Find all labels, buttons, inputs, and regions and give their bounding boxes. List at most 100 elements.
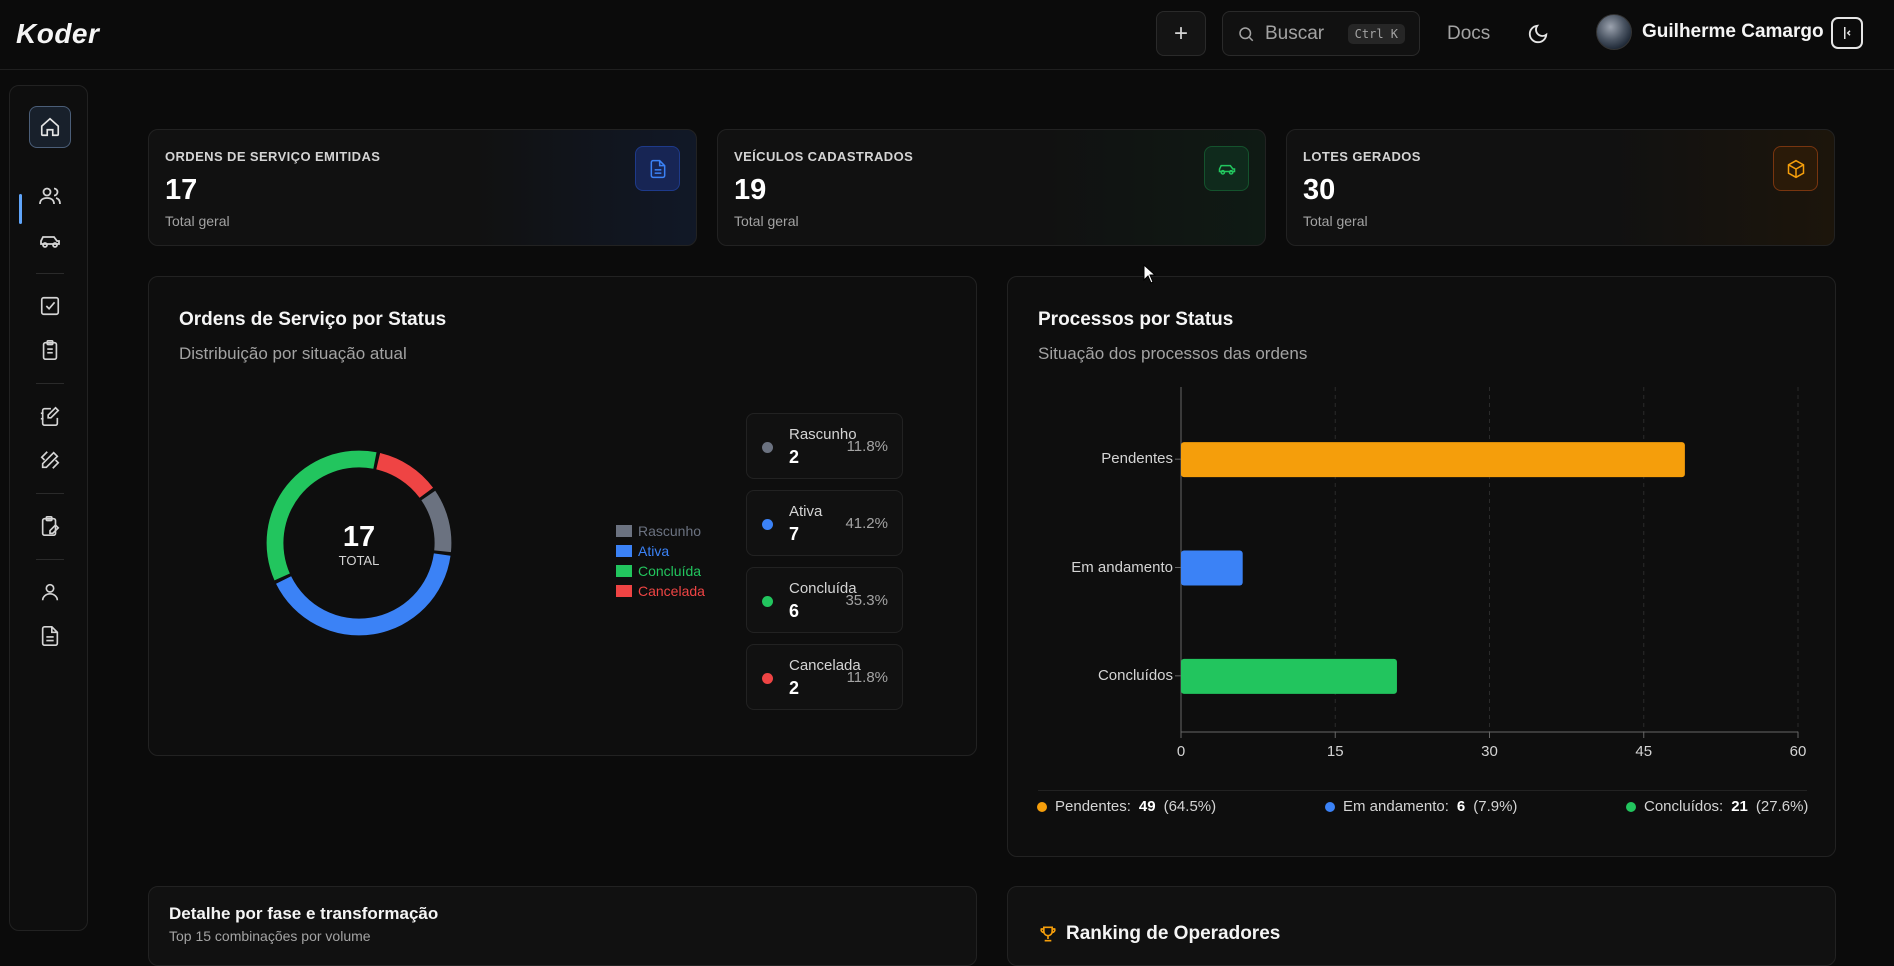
pencil-ruler-icon bbox=[40, 451, 60, 469]
donut-total-value: 17 bbox=[342, 521, 376, 553]
new-item-button[interactable]: + bbox=[1156, 11, 1206, 56]
donut-slice-rascunho[interactable] bbox=[421, 490, 452, 553]
x-tick-label: 0 bbox=[1176, 743, 1186, 760]
search-button[interactable]: Buscar Ctrl K bbox=[1222, 11, 1420, 56]
stat-value: 17 bbox=[165, 174, 198, 206]
legend-value: 21 bbox=[1731, 798, 1748, 815]
stat-card-batches: LOTES GERADOS 30 Total geral bbox=[1286, 129, 1835, 246]
sidebar-item-vehicles[interactable] bbox=[29, 220, 71, 262]
y-tick-label: Em andamento bbox=[1071, 558, 1173, 576]
stat-card-service-orders: ORDENS DE SERVIÇO EMITIDAS 17 Total gera… bbox=[148, 129, 697, 246]
legend-percent: (64.5%) bbox=[1163, 798, 1217, 815]
sidebar-item-tools[interactable] bbox=[29, 439, 71, 481]
status-count: 2 bbox=[789, 447, 800, 467]
user-menu[interactable]: Guilherme Camargo bbox=[1596, 14, 1824, 50]
status-name: Concluída bbox=[789, 580, 857, 597]
stat-value: 30 bbox=[1303, 174, 1336, 206]
status-name: Ativa bbox=[789, 503, 823, 520]
bar-concluídos[interactable] bbox=[1181, 658, 1397, 694]
nav-divider bbox=[36, 273, 64, 274]
home-icon bbox=[40, 117, 60, 137]
legend-percent: (7.9%) bbox=[1473, 798, 1518, 815]
legend-dot bbox=[1037, 801, 1047, 812]
sidebar-item-clients[interactable] bbox=[29, 175, 71, 217]
bar-chart bbox=[1175, 387, 1799, 738]
status-count: 7 bbox=[789, 524, 800, 544]
clipboard-edit-icon bbox=[41, 516, 60, 536]
legend-swatch bbox=[616, 545, 632, 557]
legend-value: 6 bbox=[1456, 798, 1466, 815]
donut-slice-cancelada[interactable] bbox=[376, 453, 434, 498]
legend-swatch bbox=[616, 525, 632, 537]
user-name: Guilherme Camargo bbox=[1642, 21, 1824, 42]
user-icon bbox=[41, 583, 59, 601]
panel-left-icon bbox=[1844, 27, 1851, 39]
stat-subtitle: Total geral bbox=[734, 213, 799, 229]
legend-item-cancelada: Cancelada bbox=[616, 583, 705, 599]
status-dot bbox=[762, 442, 773, 453]
legend-label: Concluída bbox=[638, 563, 702, 579]
legend-label: Pendentes: bbox=[1055, 798, 1131, 815]
legend-item-ativa: Ativa bbox=[616, 543, 669, 559]
status-dot bbox=[762, 673, 773, 684]
clipboard-list-icon bbox=[42, 340, 58, 360]
legend-label: Rascunho bbox=[638, 523, 702, 539]
sidebar-item-notes[interactable] bbox=[29, 395, 71, 437]
x-tick-label: 45 bbox=[1635, 743, 1653, 760]
stat-icon-box bbox=[1773, 146, 1818, 191]
check-square-icon bbox=[40, 296, 60, 316]
status-card-rascunho: Rascunho 2 11.8% bbox=[746, 413, 903, 479]
sidebar-item-home[interactable] bbox=[29, 106, 71, 148]
sidebar-item-reports[interactable] bbox=[29, 615, 71, 657]
processes-status-card: Processos por Status Situação dos proces… bbox=[1007, 276, 1836, 857]
bar-pendentes[interactable] bbox=[1181, 442, 1685, 478]
status-percent: 35.3% bbox=[845, 592, 888, 609]
car-icon bbox=[1218, 164, 1235, 175]
active-indicator bbox=[19, 194, 22, 224]
ranking-card: Ranking de Operadores bbox=[1007, 886, 1836, 966]
sidebar bbox=[9, 85, 88, 931]
sidebar-item-checklists[interactable] bbox=[29, 505, 71, 547]
car-icon bbox=[40, 236, 60, 248]
avatar bbox=[1596, 14, 1632, 50]
card-subtitle: Distribuição por situação atual bbox=[179, 344, 407, 363]
status-dot bbox=[762, 519, 773, 530]
mouse-cursor-icon bbox=[1143, 264, 1157, 284]
docs-link[interactable]: Docs bbox=[1447, 23, 1491, 44]
status-name: Rascunho bbox=[789, 426, 857, 443]
status-name: Cancelada bbox=[789, 657, 861, 674]
stat-label: LOTES GERADOS bbox=[1303, 149, 1421, 164]
legend-label: Cancelada bbox=[638, 583, 705, 599]
donut-slice-concluída[interactable] bbox=[266, 450, 377, 581]
nav-divider bbox=[36, 559, 64, 560]
legend-swatch bbox=[616, 565, 632, 577]
status-count: 6 bbox=[789, 601, 800, 621]
sidebar-item-profile[interactable] bbox=[29, 571, 71, 613]
stat-card-vehicles: VEÍCULOS CADASTRADOS 19 Total geral bbox=[717, 129, 1266, 246]
bar-em-andamento[interactable] bbox=[1181, 550, 1243, 586]
status-dot bbox=[762, 596, 773, 607]
app-logo[interactable]: Koder bbox=[16, 18, 100, 49]
stat-subtitle: Total geral bbox=[1303, 213, 1368, 229]
card-title: Ranking de Operadores bbox=[1066, 923, 1281, 944]
status-percent: 41.2% bbox=[845, 515, 888, 532]
legend-pendentes: Pendentes: 49 (64.5%) bbox=[1037, 798, 1216, 815]
x-tick-label: 60 bbox=[1789, 743, 1807, 760]
sidebar-item-service-orders[interactable] bbox=[29, 329, 71, 371]
donut-slice-ativa[interactable] bbox=[276, 553, 451, 636]
divider bbox=[1038, 790, 1807, 791]
card-title: Detalhe por fase e transformação bbox=[169, 904, 439, 923]
search-shortcut: Ctrl K bbox=[1347, 23, 1405, 44]
y-tick-label: Concluídos bbox=[1097, 666, 1173, 684]
moon-icon[interactable] bbox=[1527, 23, 1549, 45]
card-title: Processos por Status bbox=[1038, 309, 1234, 330]
status-percent: 11.8% bbox=[846, 438, 888, 455]
legend-label: Em andamento: bbox=[1343, 798, 1449, 815]
status-count: 2 bbox=[789, 678, 800, 698]
nav-divider bbox=[36, 493, 64, 494]
sidebar-item-tasks[interactable] bbox=[29, 285, 71, 327]
package-icon bbox=[1787, 159, 1804, 178]
legend-dot bbox=[1626, 801, 1636, 812]
donut-chart bbox=[266, 450, 452, 636]
toggle-panel-button[interactable] bbox=[1831, 17, 1863, 49]
